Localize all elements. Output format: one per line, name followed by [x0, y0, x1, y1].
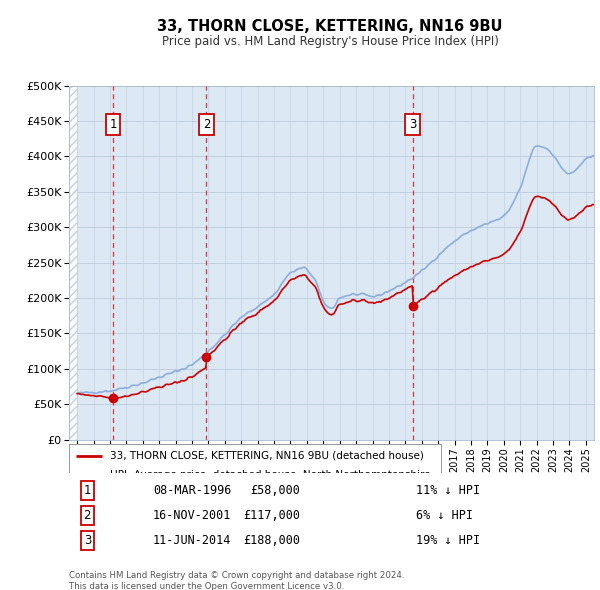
Text: Contains HM Land Registry data © Crown copyright and database right 2024.: Contains HM Land Registry data © Crown c… — [69, 571, 404, 580]
Text: 33, THORN CLOSE, KETTERING, NN16 9BU (detached house): 33, THORN CLOSE, KETTERING, NN16 9BU (de… — [110, 451, 424, 461]
Text: 08-MAR-1996: 08-MAR-1996 — [153, 484, 232, 497]
Text: 33, THORN CLOSE, KETTERING, NN16 9BU: 33, THORN CLOSE, KETTERING, NN16 9BU — [157, 19, 503, 34]
Text: HPI: Average price, detached house, North Northamptonshire: HPI: Average price, detached house, Nort… — [110, 470, 430, 480]
Text: 3: 3 — [409, 118, 416, 131]
Text: 2: 2 — [203, 118, 210, 131]
Text: 2: 2 — [83, 509, 91, 522]
Text: 11% ↓ HPI: 11% ↓ HPI — [415, 484, 479, 497]
Text: This data is licensed under the Open Government Licence v3.0.: This data is licensed under the Open Gov… — [69, 582, 344, 590]
Text: 1: 1 — [83, 484, 91, 497]
Text: 16-NOV-2001: 16-NOV-2001 — [153, 509, 232, 522]
Text: £117,000: £117,000 — [243, 509, 300, 522]
Text: 11-JUN-2014: 11-JUN-2014 — [153, 534, 232, 547]
Polygon shape — [69, 86, 77, 440]
Text: £58,000: £58,000 — [250, 484, 300, 497]
Text: 19% ↓ HPI: 19% ↓ HPI — [415, 534, 479, 547]
Text: 3: 3 — [83, 534, 91, 547]
Text: £188,000: £188,000 — [243, 534, 300, 547]
Text: 6% ↓ HPI: 6% ↓ HPI — [415, 509, 473, 522]
Text: Price paid vs. HM Land Registry's House Price Index (HPI): Price paid vs. HM Land Registry's House … — [161, 35, 499, 48]
Text: 1: 1 — [109, 118, 117, 131]
